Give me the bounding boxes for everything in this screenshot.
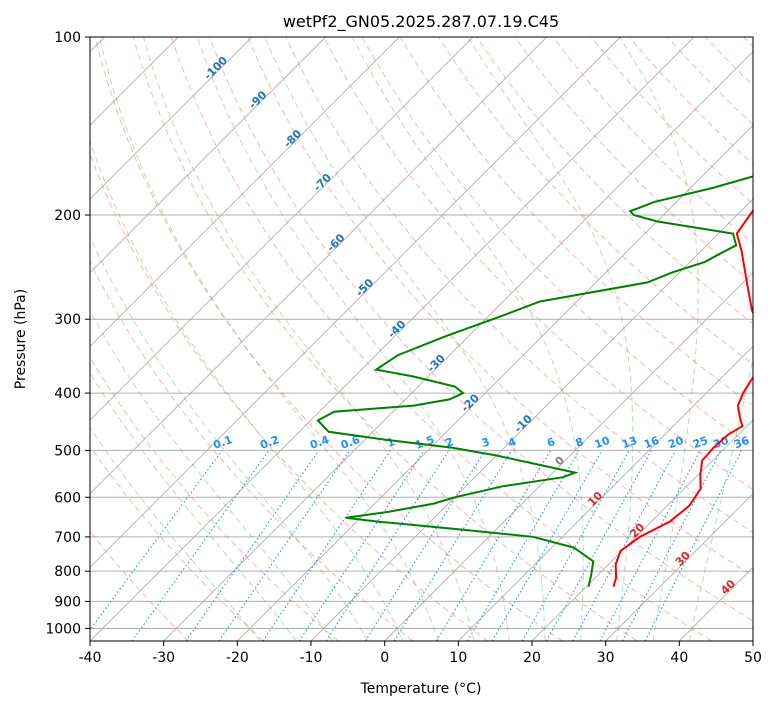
x-tick-label: -40 — [79, 650, 102, 666]
x-tick-label: -20 — [226, 650, 249, 666]
y-tick-label: 600 — [54, 490, 81, 506]
y-tick-label: 1000 — [45, 621, 81, 637]
y-tick-label: 500 — [54, 443, 81, 459]
y-tick-label: 400 — [54, 386, 81, 402]
x-tick-label: 10 — [449, 650, 467, 666]
x-tick-label: 30 — [597, 650, 615, 666]
y-axis-label: Pressure (hPa) — [13, 289, 29, 389]
x-axis-label: Temperature (°C) — [360, 681, 482, 697]
y-tick-label: 900 — [54, 594, 81, 610]
x-tick-label: -30 — [152, 650, 175, 666]
y-tick-label: 100 — [54, 30, 81, 46]
y-tick-label: 300 — [54, 312, 81, 328]
y-tick-label: 200 — [54, 208, 81, 224]
x-tick-label: 0 — [380, 650, 389, 666]
x-tick-label: 40 — [670, 650, 688, 666]
y-tick-label: 800 — [54, 564, 81, 580]
x-tick-label: 50 — [744, 650, 762, 666]
chart-title: wetPf2_GN05.2025.287.07.19.C45 — [283, 12, 559, 32]
x-tick-label: 20 — [523, 650, 541, 666]
y-tick-label: 700 — [54, 530, 81, 546]
x-tick-label: -10 — [300, 650, 323, 666]
